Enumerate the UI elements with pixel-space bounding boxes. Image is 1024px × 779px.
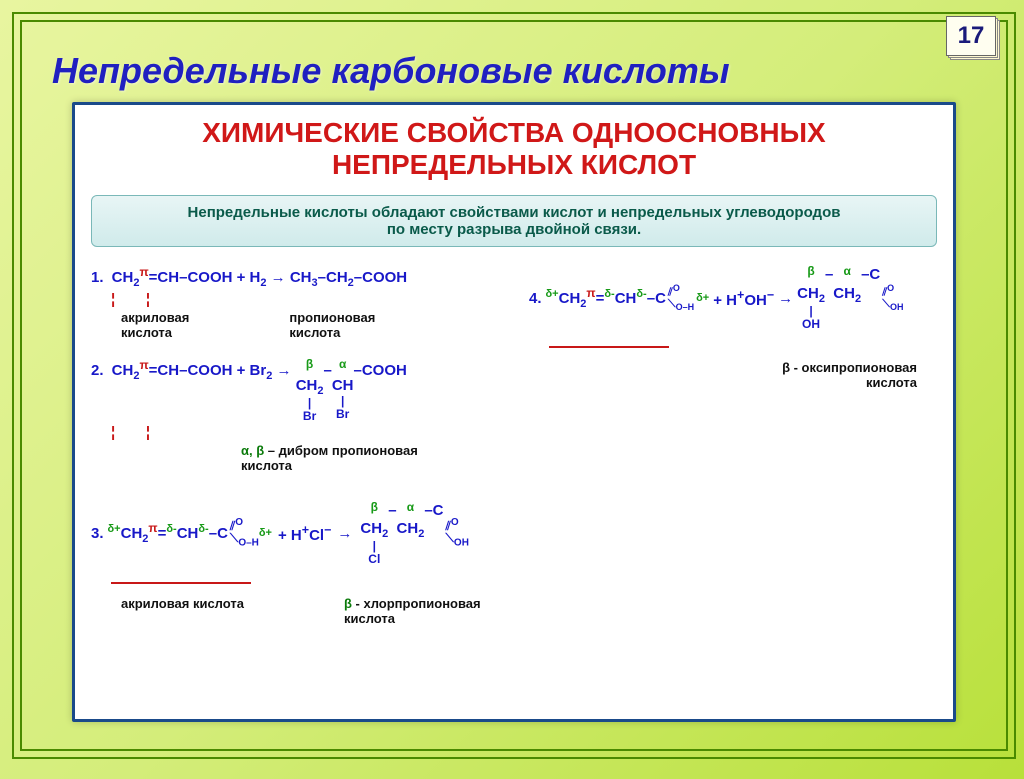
rxn2-name: α, β α, β – дибром пропионовая– дибром п… xyxy=(241,443,499,473)
reaction-1: 1. CH2π=CH–COOH + H2 → CH3–CH2–COOH ¦ ¦ … xyxy=(91,265,499,347)
reactions-grid: 1. CH2π=CH–COOH + H2 → CH3–CH2–COOH ¦ ¦ … xyxy=(91,265,937,633)
subtitle-box: Непредельные кислоты обладают свойствами… xyxy=(91,195,937,247)
reaction-4: 4. δ+CH2π=δ-CHδ-–C ⫽O ⟍O–H δ+ + H+OH− → … xyxy=(529,265,937,480)
panel-title: ХИМИЧЕСКИЕ СВОЙСТВА ОДНООСНОВНЫХ НЕПРЕДЕ… xyxy=(91,117,937,181)
rxn4-name: β - оксипропионоваякислота xyxy=(529,360,917,390)
panel-title-line2: НЕПРЕДЕЛЬНЫХ КИСЛОТ xyxy=(332,149,696,180)
slide-title: Непредельные карбоновые кислоты xyxy=(52,50,1006,92)
page-number-badge: 17 xyxy=(946,16,996,56)
rxn3-name-left: акриловая кислота xyxy=(121,596,244,626)
rxn1-name-left: акриловаякислота xyxy=(121,310,189,340)
rxn2-num: 2. xyxy=(91,362,104,379)
rxn1-name-right: пропионоваякислота xyxy=(289,310,375,340)
panel-title-line1: ХИМИЧЕСКИЕ СВОЙСТВА ОДНООСНОВНЫХ xyxy=(202,117,825,148)
rxn3-num: 3. xyxy=(91,524,104,544)
rxn1-num: 1. xyxy=(91,269,104,286)
rxn3-name-right: β - хлорпропионоваякислота xyxy=(344,596,481,626)
subtitle-line1: Непредельные кислоты обладают свойствами… xyxy=(188,204,841,221)
reaction-3: 3. δ+CH2π=δ-CHδ-–C ⫽O ⟍O–H δ+ + H+Cl− → … xyxy=(91,501,937,634)
content-panel: ХИМИЧЕСКИЕ СВОЙСТВА ОДНООСНОВНЫХ НЕПРЕДЕ… xyxy=(72,102,956,722)
page-number: 17 xyxy=(946,16,996,56)
rxn4-num: 4. xyxy=(529,289,542,309)
reaction-2: 2. CH2π=CH–COOH + Br2 → βCH2|Br–αCH|Br–C… xyxy=(91,358,499,481)
subtitle-line2: по месту разрыва двойной связи. xyxy=(387,221,641,238)
